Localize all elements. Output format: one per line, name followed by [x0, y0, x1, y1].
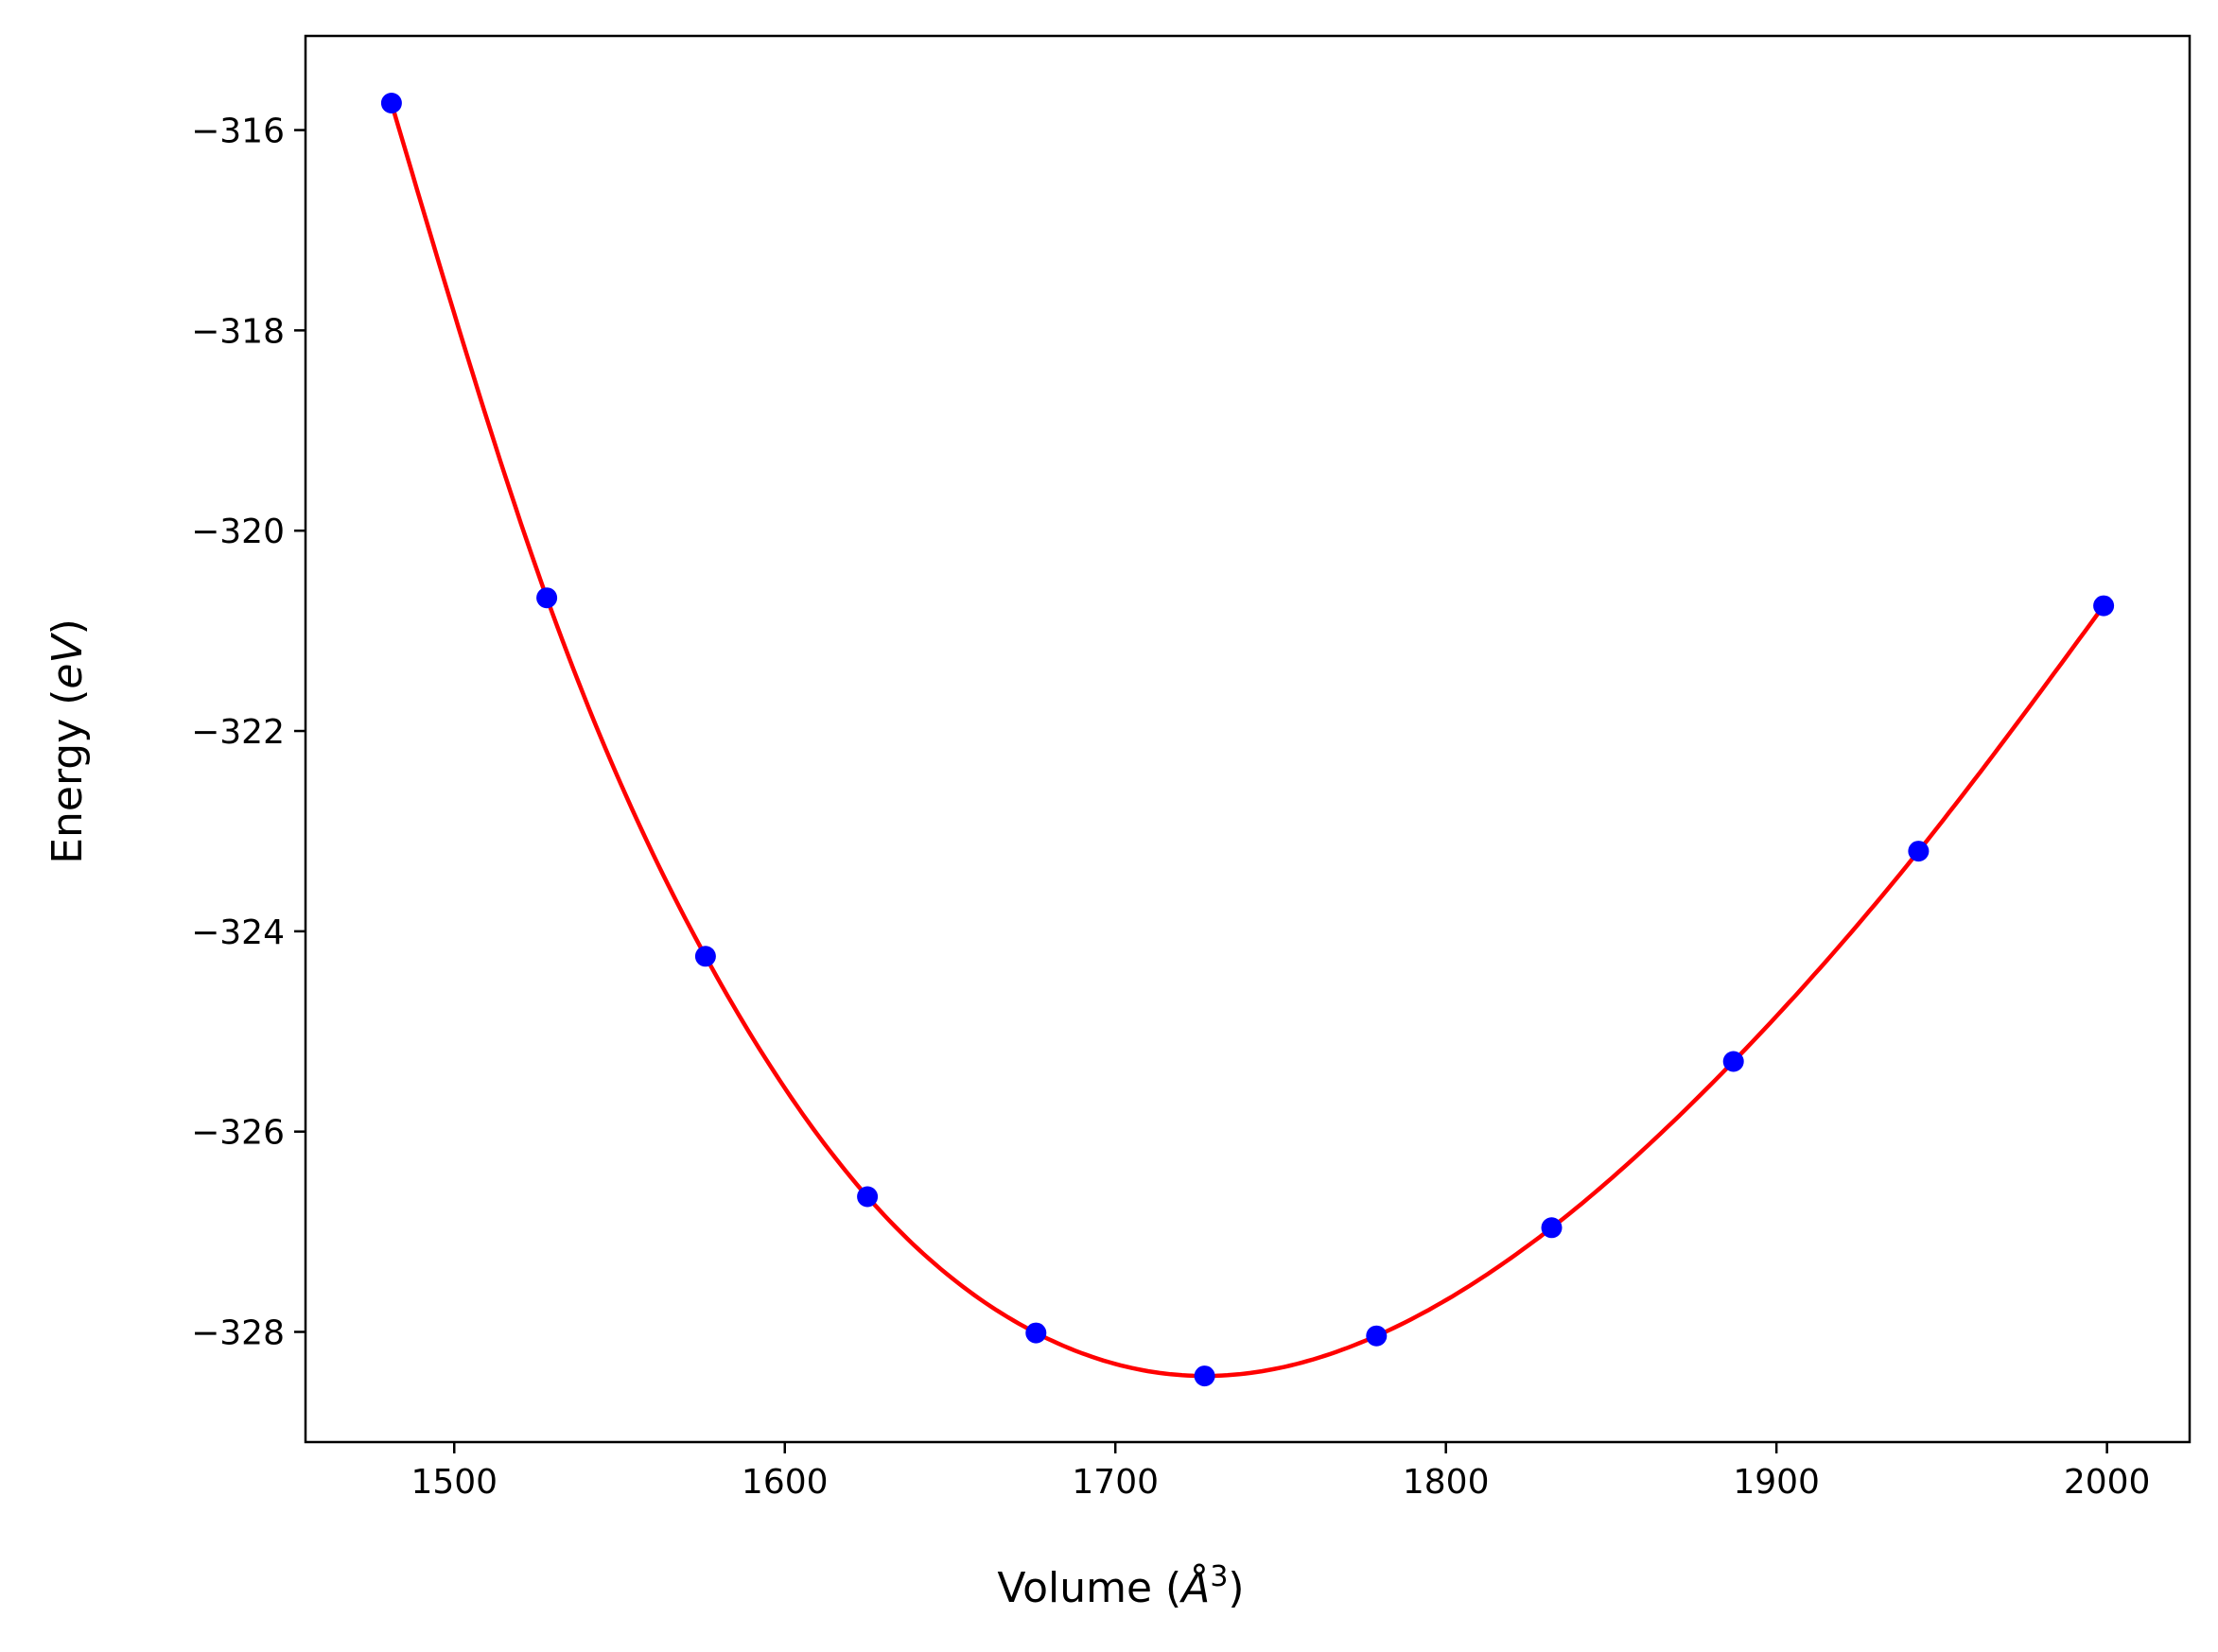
y-tick-label: −326	[191, 1114, 285, 1153]
x-tick-label: 1900	[1733, 1463, 1820, 1502]
data-point	[694, 946, 716, 967]
y-tick-label: −318	[191, 312, 285, 351]
plot-area	[380, 93, 2115, 1387]
data-point	[380, 93, 402, 113]
y-tick-label: −324	[191, 913, 285, 952]
x-tick-label: 2000	[2064, 1463, 2151, 1502]
y-axis-label: Energy (eV)	[44, 618, 92, 864]
data-point	[1194, 1365, 1215, 1387]
data-point	[1541, 1217, 1563, 1239]
y-tick-label: −322	[191, 713, 285, 752]
axes: 1500 1600 1700 1800 1900 2000 −316 −318 −320 −322…	[191, 34, 2192, 1502]
data-point	[857, 1186, 879, 1208]
y-tick-label: −320	[191, 513, 285, 551]
data-point	[1025, 1322, 1047, 1344]
y-tick-label: −328	[191, 1313, 285, 1352]
data-point	[1722, 1051, 1744, 1072]
x-tick-label: 1600	[742, 1463, 829, 1502]
x-tick-label: 1800	[1403, 1463, 1490, 1502]
axes-frame	[304, 34, 2192, 1444]
data-point	[2093, 595, 2115, 617]
data-point	[1366, 1325, 1388, 1347]
y-tick-label: −316	[191, 113, 285, 151]
x-axis-label: Volume (Å3)	[997, 1560, 1244, 1613]
x-tick-label: 1700	[1072, 1463, 1159, 1502]
data-point	[1908, 841, 1930, 862]
data-point	[536, 587, 558, 609]
x-tick-label: 1500	[410, 1463, 498, 1502]
